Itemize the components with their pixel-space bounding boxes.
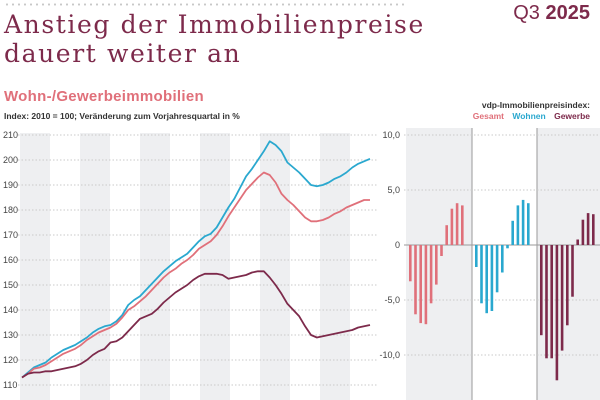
title-line-1: Anstieg der Immobilienpreise	[4, 10, 425, 39]
legend: vdp-Immobilienpreisindex: Gesamt Wohnen …	[467, 100, 590, 122]
legend-title: vdp-Immobilienpreisindex:	[481, 100, 590, 110]
legend-item-wohnen: Wohnen	[512, 111, 546, 121]
bar-gewerbe	[560, 245, 564, 351]
y-tick-label: 180	[3, 205, 18, 215]
bar-gewerbe	[576, 239, 579, 245]
bar-wohnen	[511, 220, 514, 245]
bar-wohnen	[480, 245, 483, 304]
dotted-rule	[4, 3, 404, 6]
year-band	[320, 133, 350, 400]
bar-wohnen	[521, 199, 525, 245]
chart-note: Index: 2010 = 100; Veränderung zum Vorja…	[4, 111, 240, 121]
year-band	[140, 133, 170, 400]
page-title: Anstieg der Immobilienpreise dauert weit…	[4, 10, 425, 68]
bar-gesamt	[455, 203, 459, 245]
year-band	[80, 133, 110, 400]
bar-wohnen	[527, 203, 530, 245]
bar-gesamt	[419, 245, 422, 324]
bar-wohnen	[495, 245, 499, 293]
bar-gesamt	[429, 245, 433, 304]
bar-wohnen	[516, 205, 520, 245]
bar-gewerbe	[571, 245, 574, 297]
bar-gewerbe	[586, 213, 590, 245]
bar-gewerbe	[545, 245, 548, 359]
y-tick-label: 120	[3, 355, 18, 365]
y-tick-label: 5,0	[387, 185, 400, 195]
y-tick-label: -5,0	[384, 295, 400, 305]
issue-label: Q3 2025	[513, 2, 590, 25]
issue-year: 2025	[545, 2, 591, 24]
y-tick-label: 140	[3, 305, 18, 315]
legend-item-gewerbe: Gewerbe	[554, 111, 590, 121]
bar-gewerbe	[566, 245, 569, 326]
bar-gesamt	[435, 245, 438, 285]
year-band	[200, 133, 230, 400]
bar-wohnen	[475, 245, 478, 267]
bar-gesamt	[414, 245, 417, 315]
y-tick-label: 110	[3, 380, 17, 390]
bar-gesamt	[424, 245, 428, 325]
legend-item-gesamt: Gesamt	[472, 111, 504, 121]
bar-gewerbe	[555, 245, 559, 381]
y-tick-label: 160	[3, 255, 18, 265]
y-tick-label: 200	[3, 155, 18, 165]
bar-gesamt	[440, 245, 443, 256]
y-tick-label: 210	[3, 130, 18, 140]
y-tick-label: 0	[395, 240, 400, 250]
title-line-2: dauert weiter an	[4, 39, 242, 68]
y-tick-label: 130	[3, 330, 18, 340]
chart-subtitle: Wohn-/Gewerbeimmobilien	[4, 88, 204, 105]
y-tick-label: -10,0	[379, 350, 400, 360]
bar-gewerbe	[550, 245, 553, 359]
issue-quarter: Q3	[513, 2, 540, 24]
bar-wohnen	[485, 245, 488, 314]
y-tick-label: 170	[3, 230, 18, 240]
bar-gesamt	[409, 245, 412, 282]
bar-wohnen	[501, 245, 504, 273]
bar-gewerbe	[592, 214, 595, 245]
bar-gesamt	[445, 225, 448, 245]
y-tick-label: 10,0	[382, 130, 400, 140]
bar-gewerbe	[540, 245, 543, 336]
year-band	[260, 133, 290, 400]
bar-wohnen	[506, 245, 509, 249]
series-line-gewerbe	[21, 270, 371, 379]
series-line-wohnen	[21, 140, 371, 379]
y-tick-label: 190	[3, 180, 18, 190]
bar-gesamt	[461, 205, 464, 245]
bar-gewerbe	[581, 219, 585, 245]
y-tick-label: 150	[3, 280, 18, 290]
bar-wohnen	[490, 245, 494, 311]
year-band	[20, 133, 50, 400]
series-line-gesamt	[21, 171, 370, 379]
bar-gesamt	[450, 208, 454, 245]
